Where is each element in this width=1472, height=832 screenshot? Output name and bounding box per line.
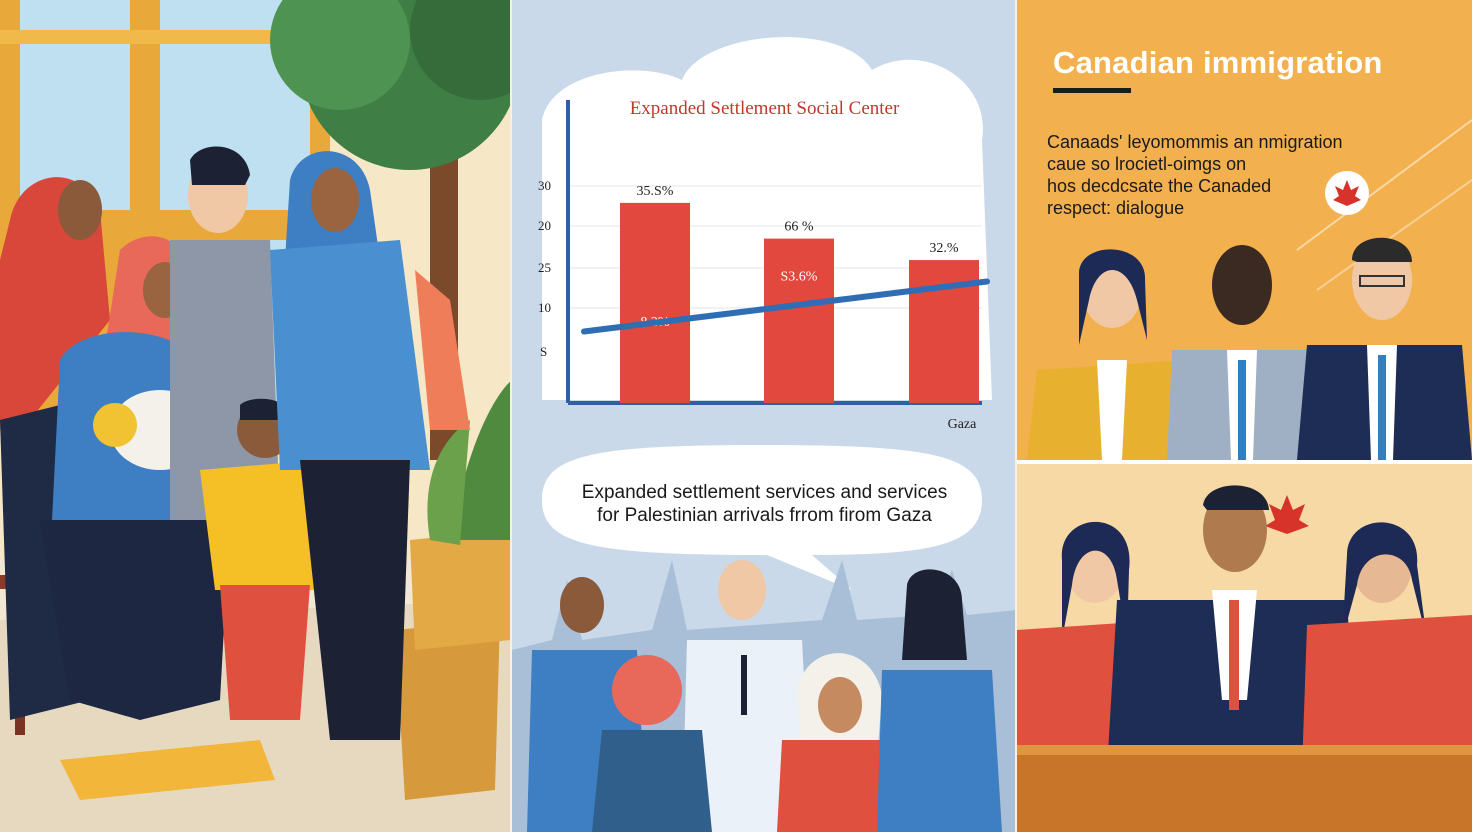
y-tick-label: 30	[538, 178, 551, 193]
data-label: 66 %	[784, 220, 814, 235]
bar	[764, 238, 834, 403]
officials-illustration	[1017, 0, 1472, 832]
maple-leaf-icon	[1265, 495, 1309, 534]
body-line: Canaads' leyomommis an nmigration	[1047, 132, 1343, 152]
bubble-line-2: for Palestinian arrivals frrom firom Gaz…	[597, 505, 932, 526]
data-label: S3.6%	[781, 270, 818, 285]
maple-leaf-icon	[1333, 180, 1361, 206]
canadian-immigration-panel: Canadian immigration Canaads' leyomommis…	[1017, 0, 1472, 832]
y-tick-label: S	[540, 344, 547, 359]
page-title: Canadian immigration	[1053, 45, 1383, 80]
family-illustration	[0, 0, 512, 832]
body-line: caue so lrocietl-oimgs on	[1047, 154, 1247, 174]
x-axis-label: Gaza	[948, 417, 978, 432]
y-tick-label: 10	[538, 300, 551, 315]
family-illustration-panel	[0, 0, 512, 832]
right-body-text: Canaads' leyomommis an nmigration caue s…	[1047, 131, 1377, 219]
body-line: hos decdcsate the Canaded	[1047, 176, 1272, 196]
trend-line	[581, 278, 990, 335]
data-label: 32.%	[929, 241, 959, 256]
y-tick-label: 20	[538, 218, 551, 233]
bar	[620, 202, 690, 403]
chart-title: Expanded Settlement Social Center	[629, 98, 900, 119]
y-tick-label: 25	[538, 260, 551, 275]
bubble-line-1: Expanded settlement services and service…	[581, 482, 948, 503]
body-line: respect: dialogue	[1047, 198, 1185, 218]
data-label: 35.S%	[637, 184, 674, 199]
chart-panel: Expanded Settlement Social Center 30 20 25…	[512, 0, 1017, 832]
